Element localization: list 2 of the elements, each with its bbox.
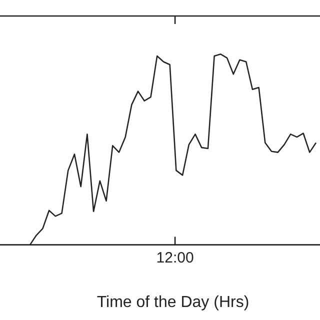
text: 12:00 [156, 249, 194, 266]
x-axis-title: Time of the Day (Hrs) [96, 294, 250, 311]
